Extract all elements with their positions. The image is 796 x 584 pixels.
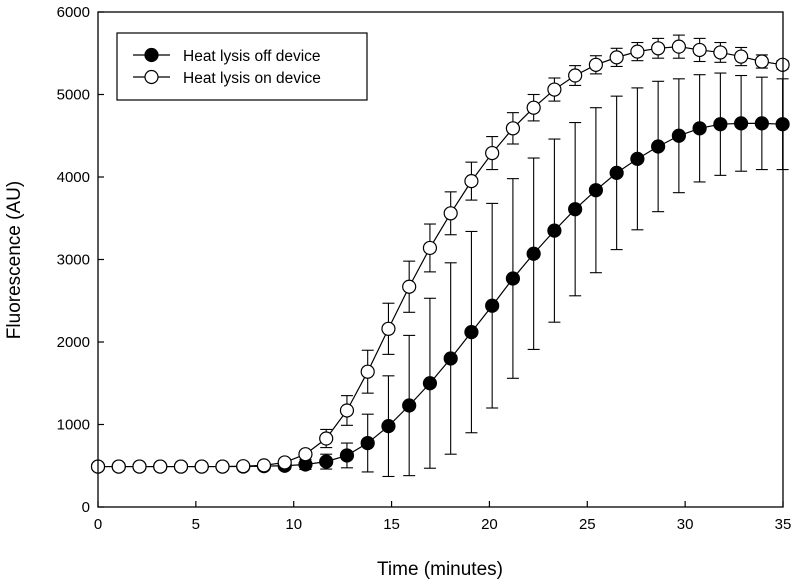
point-off-device	[422, 376, 438, 391]
point-off-device	[588, 183, 603, 198]
point-off-device	[360, 435, 375, 451]
point-off-device	[713, 117, 728, 132]
point-on-device	[485, 145, 500, 161]
point-on-device	[422, 240, 438, 256]
point-on-device	[277, 455, 292, 470]
point-on-device	[298, 447, 313, 462]
x-tick-label: 5	[192, 516, 200, 533]
point-on-device	[111, 459, 126, 474]
point-off-device	[402, 398, 417, 413]
point-off-device	[485, 298, 500, 313]
point-on-device	[588, 57, 603, 72]
point-on-device	[339, 403, 355, 418]
point-on-device	[153, 459, 168, 474]
point-on-device	[568, 68, 583, 83]
y-tick-label: 6000	[57, 4, 90, 21]
point-on-device	[651, 41, 666, 56]
point-off-device	[651, 139, 666, 154]
y-tick-label: 0	[82, 499, 90, 516]
point-on-device	[547, 82, 562, 97]
point-on-device	[754, 54, 769, 69]
point-on-device	[132, 459, 147, 474]
x-tick-label: 15	[383, 516, 400, 533]
y-axis-title: Fluorescence (AU)	[4, 181, 25, 339]
point-off-device	[609, 165, 624, 180]
point-off-device	[547, 223, 562, 238]
point-on-device	[173, 459, 189, 474]
legend-marker-off-device	[144, 47, 159, 63]
point-on-device	[692, 42, 707, 58]
point-off-device	[381, 419, 396, 434]
point-on-device	[734, 49, 749, 64]
point-off-device	[464, 325, 479, 340]
point-on-device	[256, 458, 272, 473]
point-off-device	[671, 128, 686, 143]
point-on-device	[630, 44, 645, 59]
point-on-device	[443, 206, 458, 221]
y-tick-label: 3000	[57, 252, 90, 269]
x-axis-ticks: 0 5 10 15 20 25 30 35	[94, 501, 792, 533]
legend-marker-on-device	[144, 69, 159, 85]
point-on-device	[381, 321, 396, 336]
x-tick-label: 20	[481, 516, 498, 533]
point-off-device	[630, 151, 645, 166]
point-on-device	[215, 459, 230, 474]
point-off-device	[692, 121, 707, 136]
x-tick-label: 25	[579, 516, 596, 533]
y-axis-ticks: 0 1000 2000 3000 4000 5000 6000	[57, 4, 104, 516]
data-points	[90, 39, 790, 474]
x-tick-label: 30	[677, 516, 694, 533]
point-on-device	[319, 431, 334, 446]
point-on-device	[609, 50, 624, 65]
x-tick-label: 10	[285, 516, 302, 533]
series-line-on-device	[98, 46, 783, 468]
point-off-device	[568, 202, 583, 217]
y-tick-label: 2000	[57, 334, 90, 351]
point-on-device	[671, 39, 686, 54]
y-tick-label: 4000	[57, 169, 90, 186]
point-on-device	[402, 279, 417, 294]
point-on-device	[464, 174, 479, 189]
series-line-off-device	[98, 122, 783, 468]
legend: Heat lysis off device Heat lysis on devi…	[116, 32, 368, 101]
legend-label-on-device: Heat lysis on device	[183, 70, 321, 87]
point-on-device	[526, 100, 541, 115]
point-off-device	[443, 351, 458, 366]
y-tick-label: 5000	[57, 87, 90, 104]
point-on-device	[236, 459, 251, 474]
legend-box	[116, 32, 368, 101]
legend-label-off-device: Heat lysis off device	[183, 48, 321, 65]
point-off-device	[754, 116, 769, 131]
point-off-device	[319, 454, 334, 469]
x-tick-label: 0	[94, 516, 102, 533]
point-off-device	[526, 246, 541, 261]
point-on-device	[194, 459, 209, 474]
point-on-device	[713, 45, 728, 60]
error-bars	[92, 34, 789, 478]
x-tick-label: 35	[775, 516, 792, 533]
point-off-device	[505, 271, 521, 286]
y-tick-label: 1000	[57, 417, 90, 434]
x-axis-title: Time (minutes)	[377, 559, 503, 580]
series-lines	[98, 46, 783, 468]
point-on-device	[505, 121, 521, 136]
point-off-device	[734, 116, 749, 131]
point-on-device	[360, 364, 375, 379]
point-off-device	[339, 448, 355, 463]
